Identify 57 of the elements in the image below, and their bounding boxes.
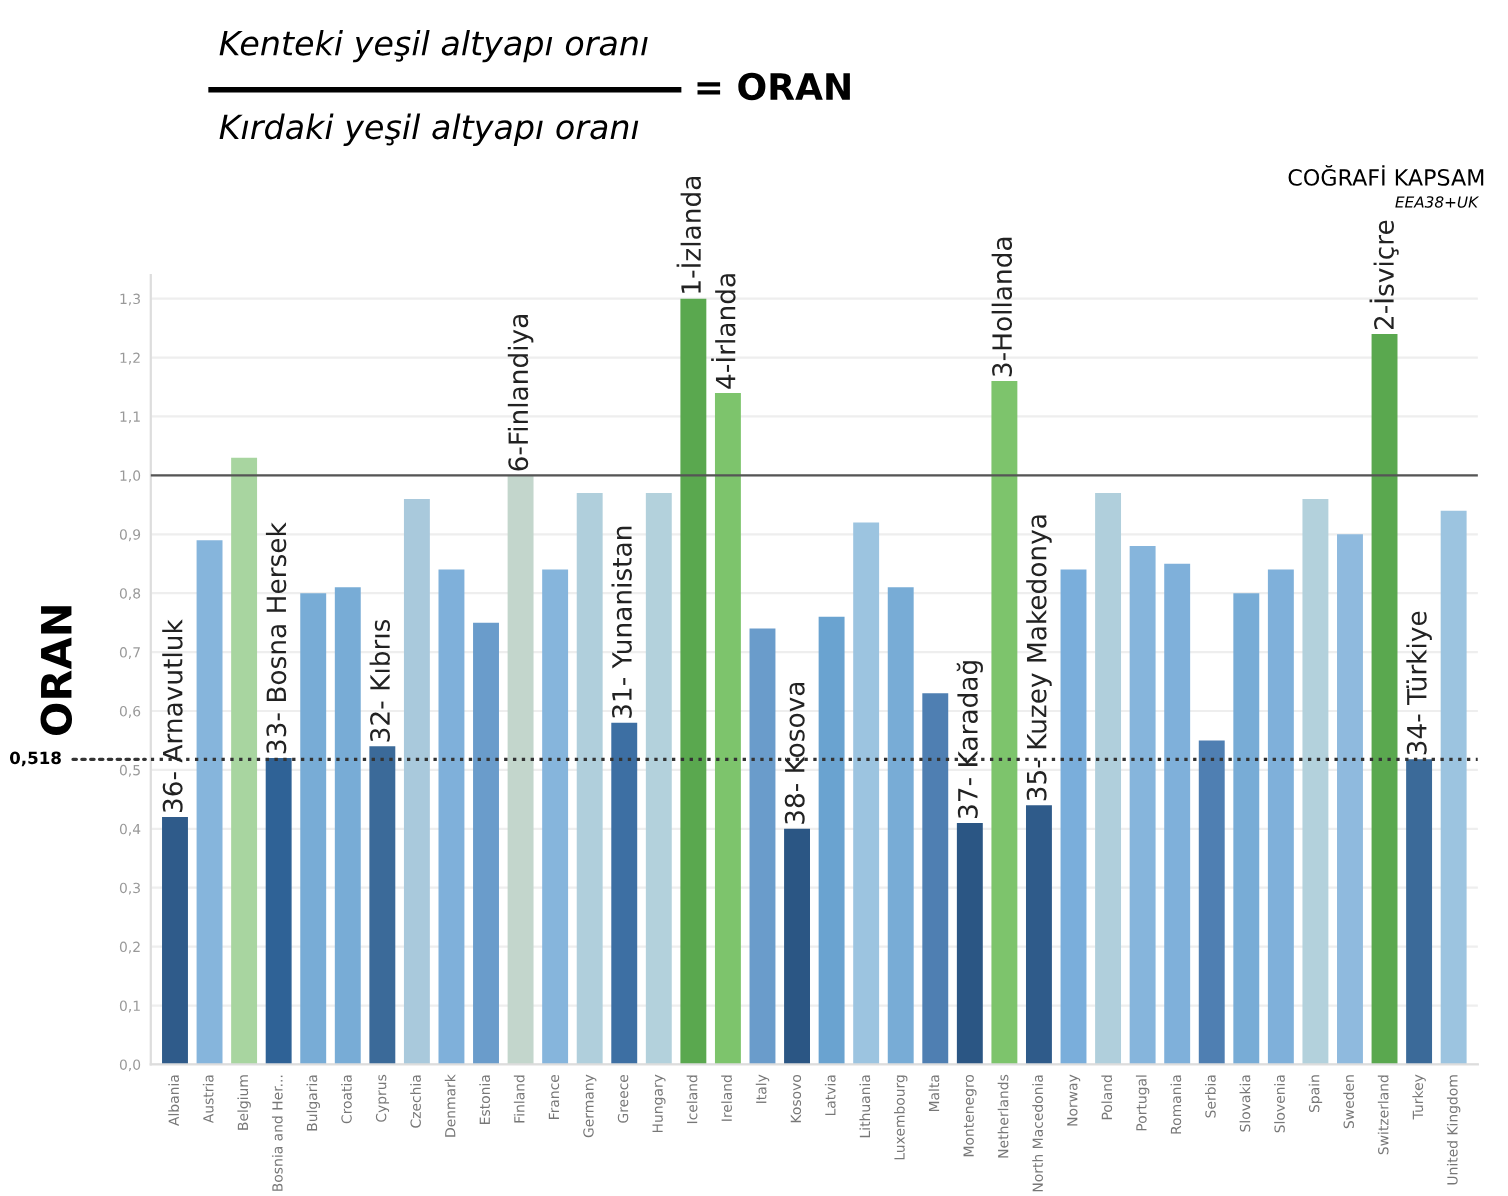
bar [853,522,880,1065]
annotation: 37- Karadağ [956,661,983,818]
bar [576,493,603,1065]
bar [1440,510,1467,1065]
chart-title: Kenteki yeşil altyapı oranı [219,29,648,63]
bar [1025,805,1052,1065]
bar [1164,563,1191,1065]
annotation: 4-İrlanda [711,274,736,389]
bar [265,758,292,1065]
annotation: 35- Kuzey Makedonya [1026,515,1052,801]
y-axis-title: ORAN [40,606,73,735]
chart-subtitle: Kırdaki yeşil altyapı oranı [219,113,639,146]
annotation: 34- Türkiye [1406,611,1432,755]
annotation: 3-Hollanda [991,237,1013,377]
bar [1267,569,1294,1065]
bar [473,622,499,1065]
bar [749,628,776,1065]
annotation: 36- Arnavutluk [162,619,183,813]
bar [438,569,465,1065]
bar [1095,493,1122,1065]
bar [784,828,810,1065]
annotation: 32- Kıbrıs [369,619,390,742]
bar [887,587,914,1065]
bar [1337,534,1363,1065]
bar [162,817,188,1065]
bar [507,475,534,1065]
bar [680,298,707,1065]
bar [818,616,845,1065]
bar [1198,740,1225,1065]
bar [334,587,361,1065]
bar [956,822,983,1065]
annotation: 33- Bosna Hersek [265,522,287,754]
bar [369,746,396,1065]
bar [714,392,741,1065]
bar [991,381,1018,1065]
bar [300,593,327,1065]
annotation: 1-İzlanda [676,177,702,293]
bar [611,722,638,1065]
text: = ORAN [697,72,850,101]
bar [1302,498,1329,1065]
bar [1233,593,1260,1065]
bar [1129,546,1156,1065]
ref-line-label: 0,518 [9,751,61,767]
bar [1060,569,1087,1065]
text: COĞRAFİ KAPSAM [1288,164,1484,186]
annotation: 2-İsviçre [1369,220,1399,330]
annotation: 6-Finlandiya [507,315,534,471]
annotation: 31- Yunanistan [611,526,632,718]
bar [231,457,258,1065]
bar [196,540,223,1065]
bar [1406,759,1433,1065]
bar [922,693,949,1065]
bar [542,569,569,1065]
bar [1371,333,1398,1065]
bar [645,493,672,1065]
bar [403,498,430,1065]
annotation: 38- Kosova [784,682,805,824]
